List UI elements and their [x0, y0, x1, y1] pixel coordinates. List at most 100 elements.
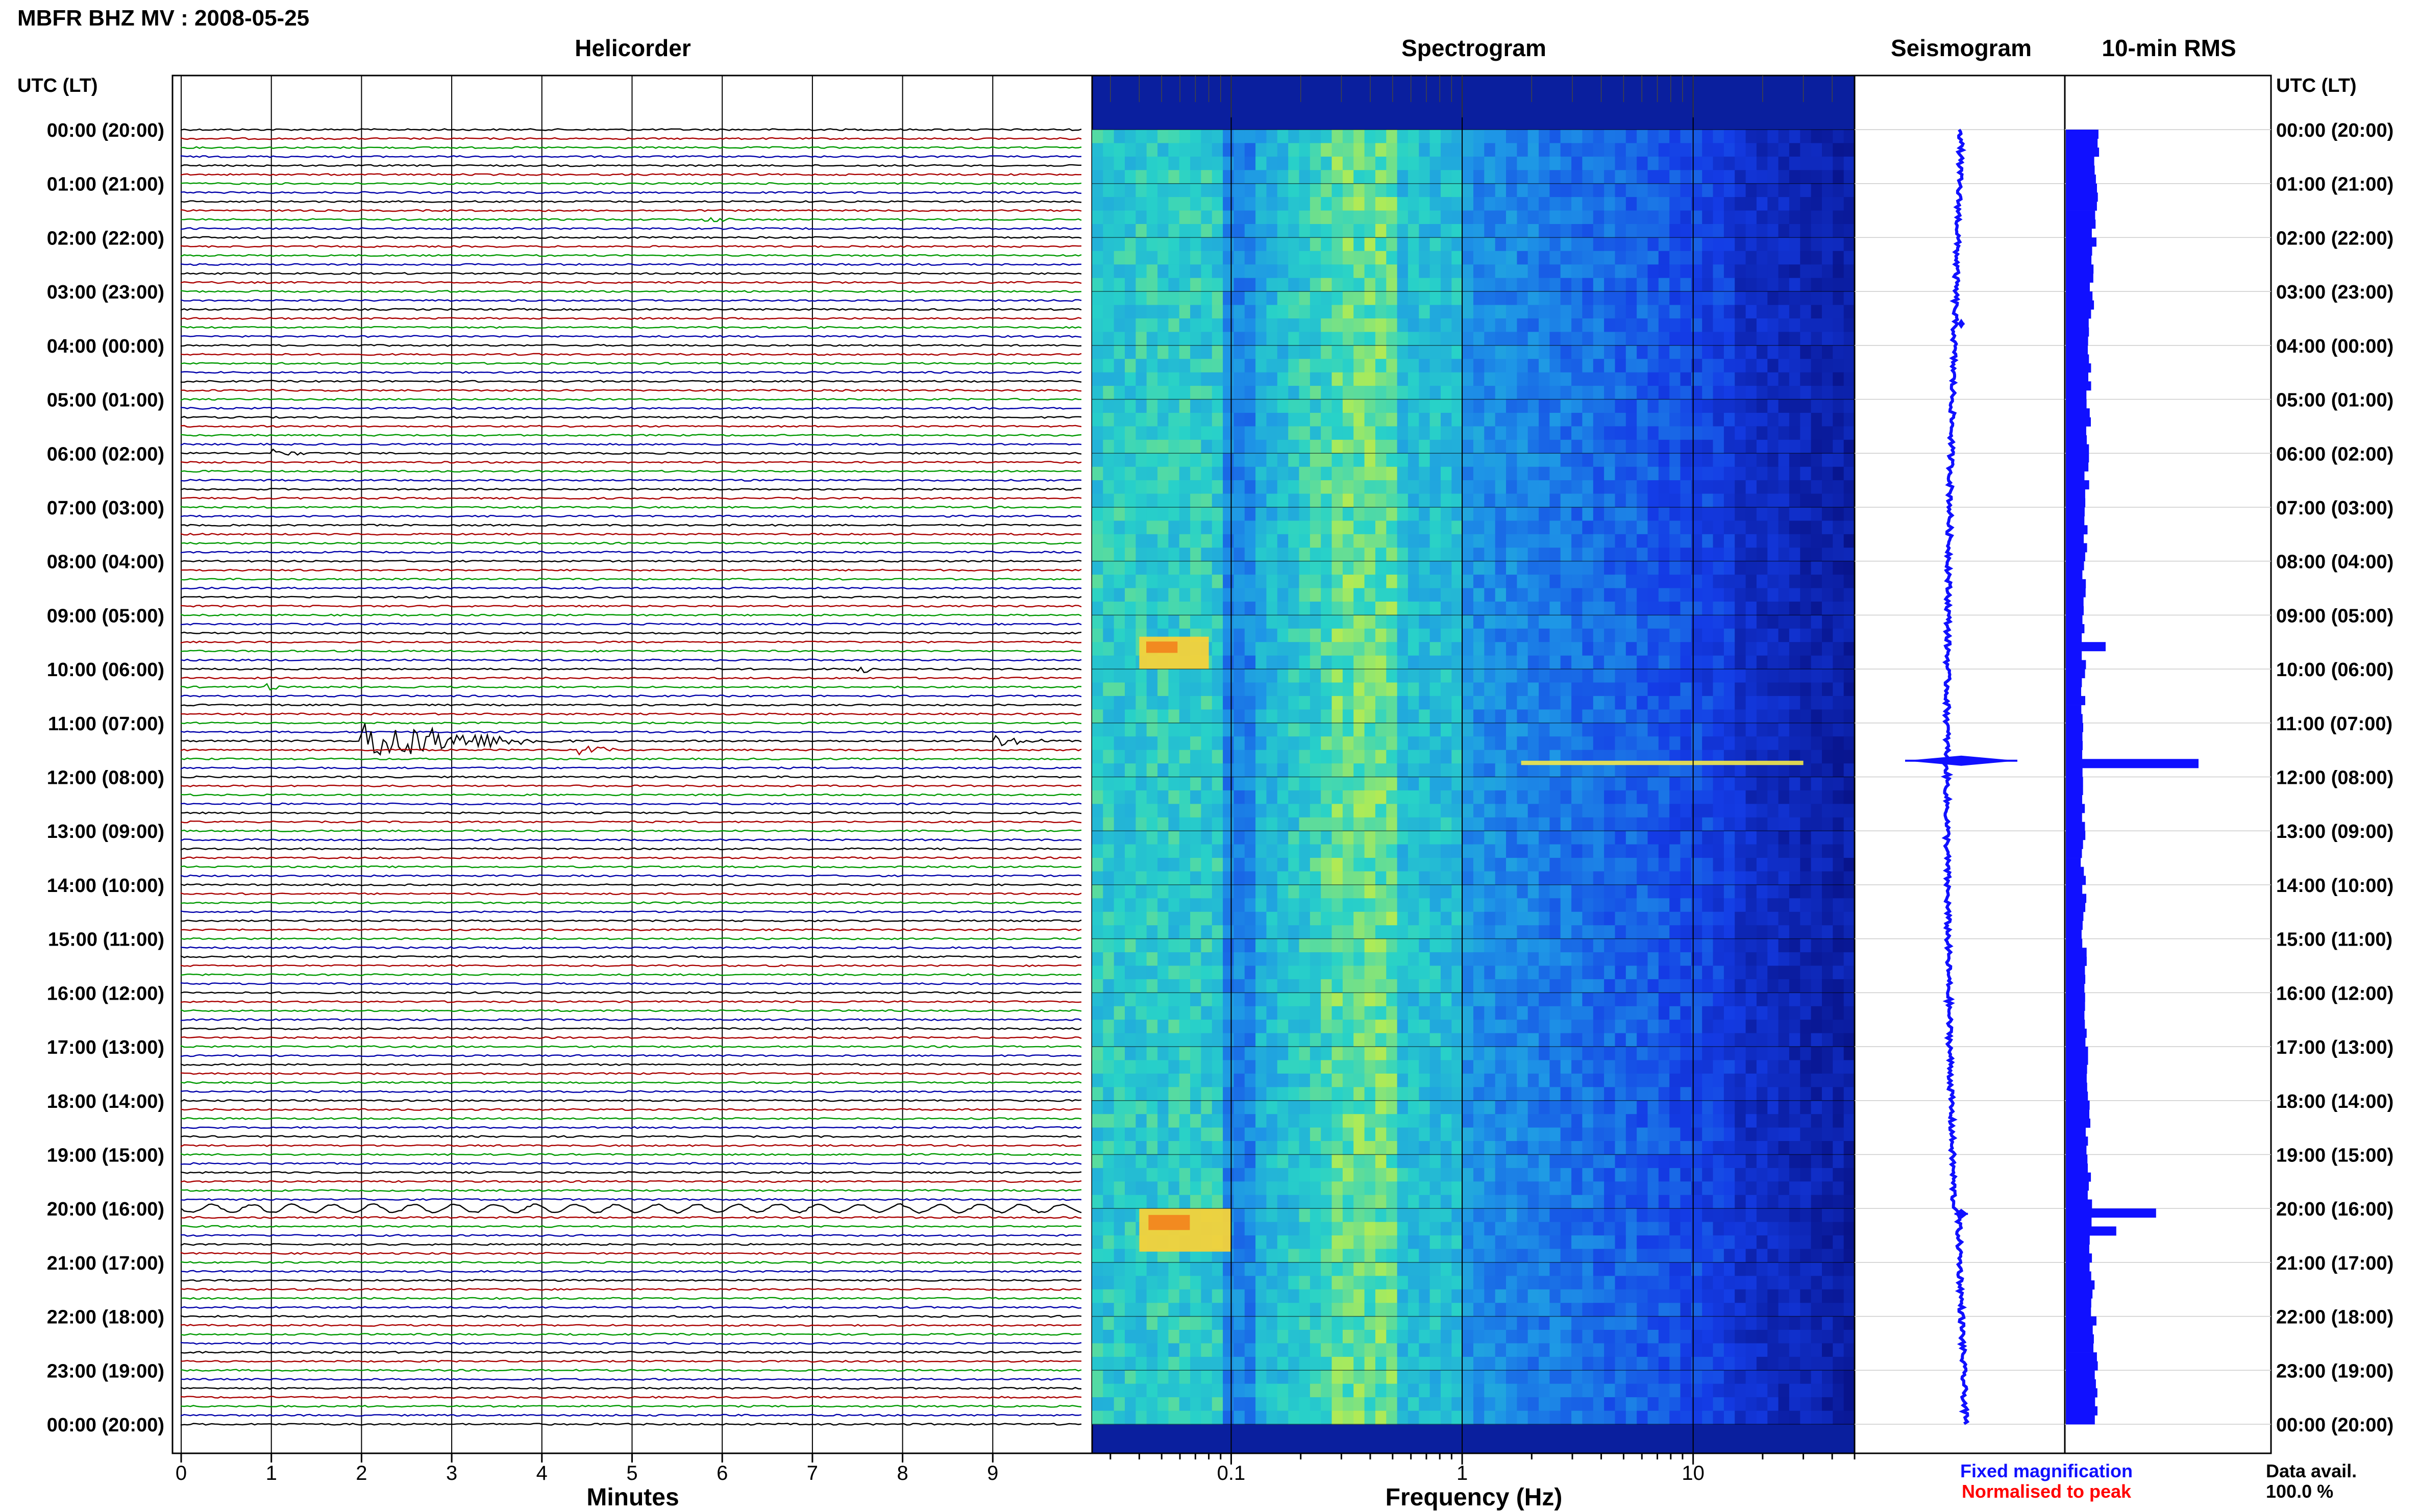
spectrogram-cell	[1735, 210, 1746, 225]
spectrogram-cell	[1658, 979, 1670, 993]
spectrogram-cell	[1408, 1006, 1419, 1020]
spectrogram-cell	[1114, 278, 1125, 292]
spectrogram-cell	[1408, 548, 1419, 562]
spectrogram-cell	[1103, 965, 1115, 980]
spectrogram-cell	[1604, 345, 1615, 359]
helicorder-trace-line	[180, 1063, 1082, 1067]
spectrogram-cell	[1462, 790, 1474, 804]
spectrogram-cell	[1114, 965, 1125, 980]
spectrogram-cell	[1179, 210, 1191, 225]
spectrogram-cell	[1331, 601, 1343, 615]
spectrogram-cell	[1212, 993, 1223, 1007]
spectrogram-cell	[1800, 426, 1812, 440]
spectrogram-cell	[1441, 480, 1452, 494]
spectrogram-cell	[1473, 898, 1485, 912]
spectrogram-cell	[1625, 372, 1637, 386]
spectrogram-cell	[1429, 493, 1441, 508]
spectrogram-cell	[1190, 224, 1201, 238]
spectrogram-cell	[1517, 911, 1528, 926]
spectrogram-cell	[1571, 965, 1583, 980]
spectrogram-cell	[1517, 588, 1528, 602]
spectrogram-cell	[1244, 251, 1256, 265]
spectrogram-cell	[1767, 386, 1779, 400]
spectrogram-cell	[1419, 156, 1430, 170]
spectrogram-cell	[1408, 305, 1419, 319]
spectrogram-cell	[1582, 723, 1594, 737]
spectrogram-cell	[1800, 345, 1812, 359]
spectrogram-cell	[1462, 965, 1474, 980]
spectrogram-cell	[1811, 264, 1822, 279]
spectrogram-cell	[1321, 520, 1332, 535]
spectrogram-cell	[1484, 386, 1496, 400]
spectrogram-cell	[1397, 237, 1409, 252]
spectrogram-cell	[1092, 884, 1103, 899]
spectrogram-cell	[1146, 911, 1158, 926]
spectrogram-cell	[1451, 413, 1463, 427]
spectrogram-cell	[1201, 1033, 1213, 1047]
spectrogram-cell	[1593, 426, 1605, 440]
spectrogram-cell	[1288, 453, 1300, 467]
spectrogram-cell	[1299, 332, 1311, 346]
spectrogram-cell	[1811, 723, 1822, 737]
spectrogram-cell	[1353, 696, 1365, 710]
spectrogram-cell	[1669, 655, 1681, 670]
spectrogram-cell	[1364, 561, 1376, 575]
spectrogram-cell	[1157, 575, 1169, 589]
spectrogram-cell	[1223, 318, 1234, 332]
spectrogram-cell	[1103, 763, 1115, 778]
spectrogram-cell	[1441, 979, 1452, 993]
spectrogram-cell	[1843, 170, 1855, 184]
spectrogram-cell	[1637, 170, 1648, 184]
spectrogram-cell	[1092, 493, 1103, 508]
spectrogram-cell	[1157, 804, 1169, 818]
spectrogram-cell	[1441, 359, 1452, 373]
spectrogram-cell	[1506, 938, 1517, 953]
spectrogram-cell	[1179, 183, 1191, 197]
spectrogram-cell	[1277, 278, 1289, 292]
spectrogram-cell	[1833, 507, 1844, 521]
spectrogram-cell	[1833, 386, 1844, 400]
spectrogram-cell	[1625, 858, 1637, 872]
spectrogram-cell	[1680, 156, 1692, 170]
spectrogram-cell	[1571, 655, 1583, 670]
spectrogram-cell	[1669, 548, 1681, 562]
spectrogram-cell	[1136, 210, 1147, 225]
spectrogram-cell	[1637, 655, 1648, 670]
spectrogram-cell	[1375, 493, 1387, 508]
spectrogram-cell	[1625, 493, 1637, 508]
spectrogram-cell	[1560, 305, 1572, 319]
spectrogram-cell	[1136, 480, 1147, 494]
helicorder-trace-line	[180, 245, 1082, 248]
spectrogram-cell	[1397, 642, 1409, 656]
spectrogram-cell	[1397, 871, 1409, 885]
spectrogram-cell	[1223, 520, 1234, 535]
spectrogram-cell	[1539, 790, 1550, 804]
spectrogram-cell	[1713, 884, 1724, 899]
spectrogram-cell	[1277, 898, 1289, 912]
spectrogram-cell	[1637, 453, 1648, 467]
spectrogram-cell	[1658, 399, 1670, 413]
spectrogram-cell	[1244, 210, 1256, 225]
spectrogram-cell	[1233, 601, 1245, 615]
spectrogram-cell	[1397, 439, 1409, 454]
spectrogram-cell	[1637, 359, 1648, 373]
spectrogram-cell	[1571, 601, 1583, 615]
spectrogram-cell	[1342, 750, 1354, 764]
spectrogram-cell	[1331, 332, 1343, 346]
spectrogram-cell	[1168, 439, 1180, 454]
spectrogram-cell	[1223, 359, 1234, 373]
spectrogram-cell	[1517, 858, 1528, 872]
spectrogram-cell	[1484, 466, 1496, 481]
spectrogram-cell	[1669, 952, 1681, 966]
spectrogram-cell	[1375, 534, 1387, 548]
spectrogram-cell	[1386, 588, 1398, 602]
spectrogram-cell	[1342, 952, 1354, 966]
spectrogram-cell	[1233, 898, 1245, 912]
spectrogram-cell	[1364, 642, 1376, 656]
spectrogram-cell	[1473, 993, 1485, 1007]
spectrogram-cell	[1299, 143, 1311, 157]
spectrogram-cell	[1582, 790, 1594, 804]
spectrogram-cell	[1179, 682, 1191, 697]
spectrogram-cell	[1495, 804, 1507, 818]
spectrogram-cell	[1527, 480, 1539, 494]
